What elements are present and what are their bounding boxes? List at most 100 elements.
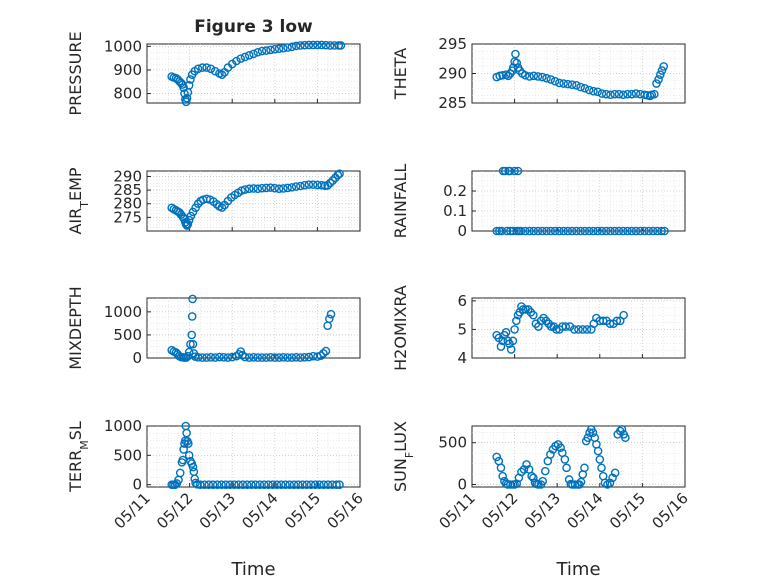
y-tick-label: 290 [113,167,142,185]
data-point [323,181,332,190]
data-point [183,219,193,229]
data-point [291,182,301,191]
data-point [580,226,590,236]
data-point [257,46,267,56]
data-point [276,480,286,489]
data-point [204,480,214,489]
data-point [584,226,594,236]
data-point [261,46,271,55]
data-point [537,226,547,236]
data-point [555,78,564,88]
data-point [210,353,220,362]
data-point [559,226,568,236]
data-point [597,463,606,473]
y-axis-label: TERRMSL [66,421,91,493]
data-point [556,443,565,453]
data-point [321,40,331,50]
data-point [247,480,256,489]
data-point [574,325,583,334]
data-point [559,79,568,88]
data-point [601,89,611,99]
data-point [500,166,510,176]
data-point [567,80,577,90]
data-point [202,63,211,72]
data-point [589,226,598,236]
data-point [506,345,516,354]
data-point [321,346,331,356]
subplot-6: 4 5 6 H2OMIXRA [391,285,686,371]
data-point [593,87,602,97]
data-point [497,226,507,236]
data-point [317,40,326,50]
data-point [580,463,589,473]
data-point [572,81,581,90]
data-point [648,226,658,236]
data-point [176,78,186,88]
data-point [287,353,297,362]
x-axis-label: Time [230,559,275,580]
y-axis-label: PRESSURE [66,31,85,115]
data-point [257,183,267,193]
y-axis-label: RAINFALL [391,164,410,239]
data-point [268,480,277,489]
data-point [325,41,335,50]
y-tick-label: 800 [113,85,142,103]
data-point [631,226,641,236]
data-point [617,425,627,434]
data-point [546,450,555,459]
data-point [285,480,295,489]
data-point [654,75,663,84]
data-point [257,353,267,362]
data-point [520,70,530,80]
data-point [582,325,592,334]
data-point [184,215,194,225]
data-point [244,184,254,194]
data-point [580,83,590,93]
data-point [274,353,284,362]
data-point [546,75,556,84]
data-point [498,70,507,80]
x-tick-label: 05/16 [649,489,692,532]
data-point [317,180,326,190]
data-point [511,49,520,59]
data-point [623,89,632,99]
data-point [249,353,258,362]
data-point [323,480,333,489]
data-point [182,93,192,103]
data-point [261,183,271,193]
data-point [184,451,194,460]
data-point [335,480,344,489]
data-point [325,178,335,188]
data-point [279,184,288,193]
data-point [315,480,324,489]
data-point [576,226,585,236]
y-axis-label: THETA [391,48,410,100]
data-point [193,353,203,362]
y-tick-label: 285 [113,181,142,199]
x-tick-label: 05/16 [324,489,367,532]
data-point [238,480,248,489]
subplot-8: 0 500 05/11 05/12 05/13 05/14 05/15 05/16 SUNFLU… [391,421,692,580]
data-point [560,455,570,464]
subplot-4: 0 0.1 0.2 RAINFALL [391,164,686,240]
data-point [512,58,522,68]
data-point [296,41,305,50]
data-point [601,226,611,236]
data-point [300,353,309,362]
data-point [287,183,297,192]
data-point [588,428,598,437]
data-point [167,345,177,355]
data-point [221,480,231,489]
data-point [240,52,250,62]
data-point [251,480,260,489]
subplot-2: 285 290 295 THETA [391,35,686,112]
y-tick-label: 275 [113,208,142,226]
data-point [498,471,507,481]
data-point [655,70,665,79]
data-point [300,180,309,190]
data-point [319,480,329,489]
data-point [244,353,254,362]
x-tick-label: 05/15 [281,489,324,532]
data-point [219,353,228,362]
